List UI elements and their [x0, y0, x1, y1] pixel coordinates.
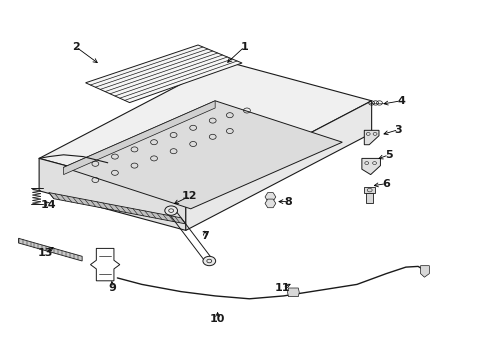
Text: 11: 11 — [274, 283, 290, 293]
Polygon shape — [364, 187, 374, 193]
Text: 4: 4 — [396, 96, 404, 106]
Text: 12: 12 — [182, 191, 197, 201]
Text: 8: 8 — [284, 197, 292, 207]
Text: 14: 14 — [41, 200, 57, 210]
Polygon shape — [39, 158, 185, 230]
Text: 10: 10 — [209, 314, 225, 324]
Polygon shape — [185, 101, 371, 230]
Text: 6: 6 — [382, 179, 389, 189]
Polygon shape — [19, 238, 82, 261]
Circle shape — [164, 206, 177, 215]
Text: 2: 2 — [72, 42, 80, 52]
Polygon shape — [264, 199, 275, 208]
Text: 7: 7 — [201, 231, 209, 241]
Polygon shape — [361, 158, 380, 175]
Polygon shape — [39, 61, 371, 198]
Polygon shape — [63, 101, 342, 209]
Text: 3: 3 — [394, 125, 402, 135]
Polygon shape — [63, 101, 215, 175]
Polygon shape — [364, 130, 378, 145]
Text: 5: 5 — [384, 150, 392, 160]
Polygon shape — [85, 45, 242, 103]
Polygon shape — [49, 193, 185, 224]
Polygon shape — [264, 193, 275, 201]
Text: 13: 13 — [37, 248, 53, 258]
Polygon shape — [366, 193, 372, 203]
Polygon shape — [420, 266, 428, 277]
Circle shape — [203, 256, 215, 266]
Text: 1: 1 — [240, 42, 248, 52]
Text: 9: 9 — [108, 283, 116, 293]
Polygon shape — [287, 288, 299, 297]
